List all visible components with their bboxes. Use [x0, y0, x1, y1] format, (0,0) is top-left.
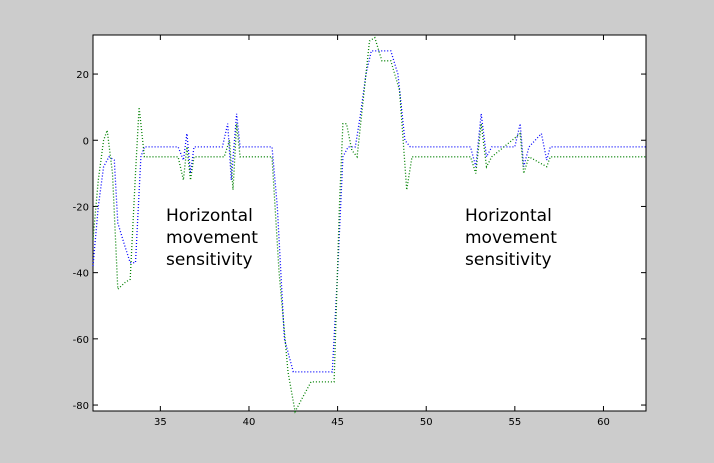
axes-box — [92, 34, 647, 412]
data-line — [92, 50, 646, 373]
annotation: sensitivity — [465, 250, 552, 270]
x-tick-label: 50 — [420, 417, 433, 428]
y-tick-label: 0 — [83, 136, 89, 147]
annotation: Horizontal — [166, 206, 253, 226]
annotation: sensitivity — [166, 250, 253, 270]
y-tick-label: 20 — [76, 70, 89, 81]
x-tick-label: 40 — [243, 417, 256, 428]
y-tick-label: -20 — [73, 202, 89, 213]
x-tick-label: 45 — [331, 417, 344, 428]
y-tick-label: -80 — [73, 401, 89, 412]
y-tick-label: -60 — [73, 335, 89, 346]
x-tick-label: 55 — [508, 417, 521, 428]
annotation: movement — [166, 228, 258, 248]
y-tick-label: -40 — [73, 269, 89, 280]
x-tick-label: 60 — [597, 417, 610, 428]
annotation: movement — [465, 228, 557, 248]
annotation: Horizontal — [465, 206, 552, 226]
data-line — [92, 36, 646, 414]
x-tick-label: 35 — [154, 417, 167, 428]
